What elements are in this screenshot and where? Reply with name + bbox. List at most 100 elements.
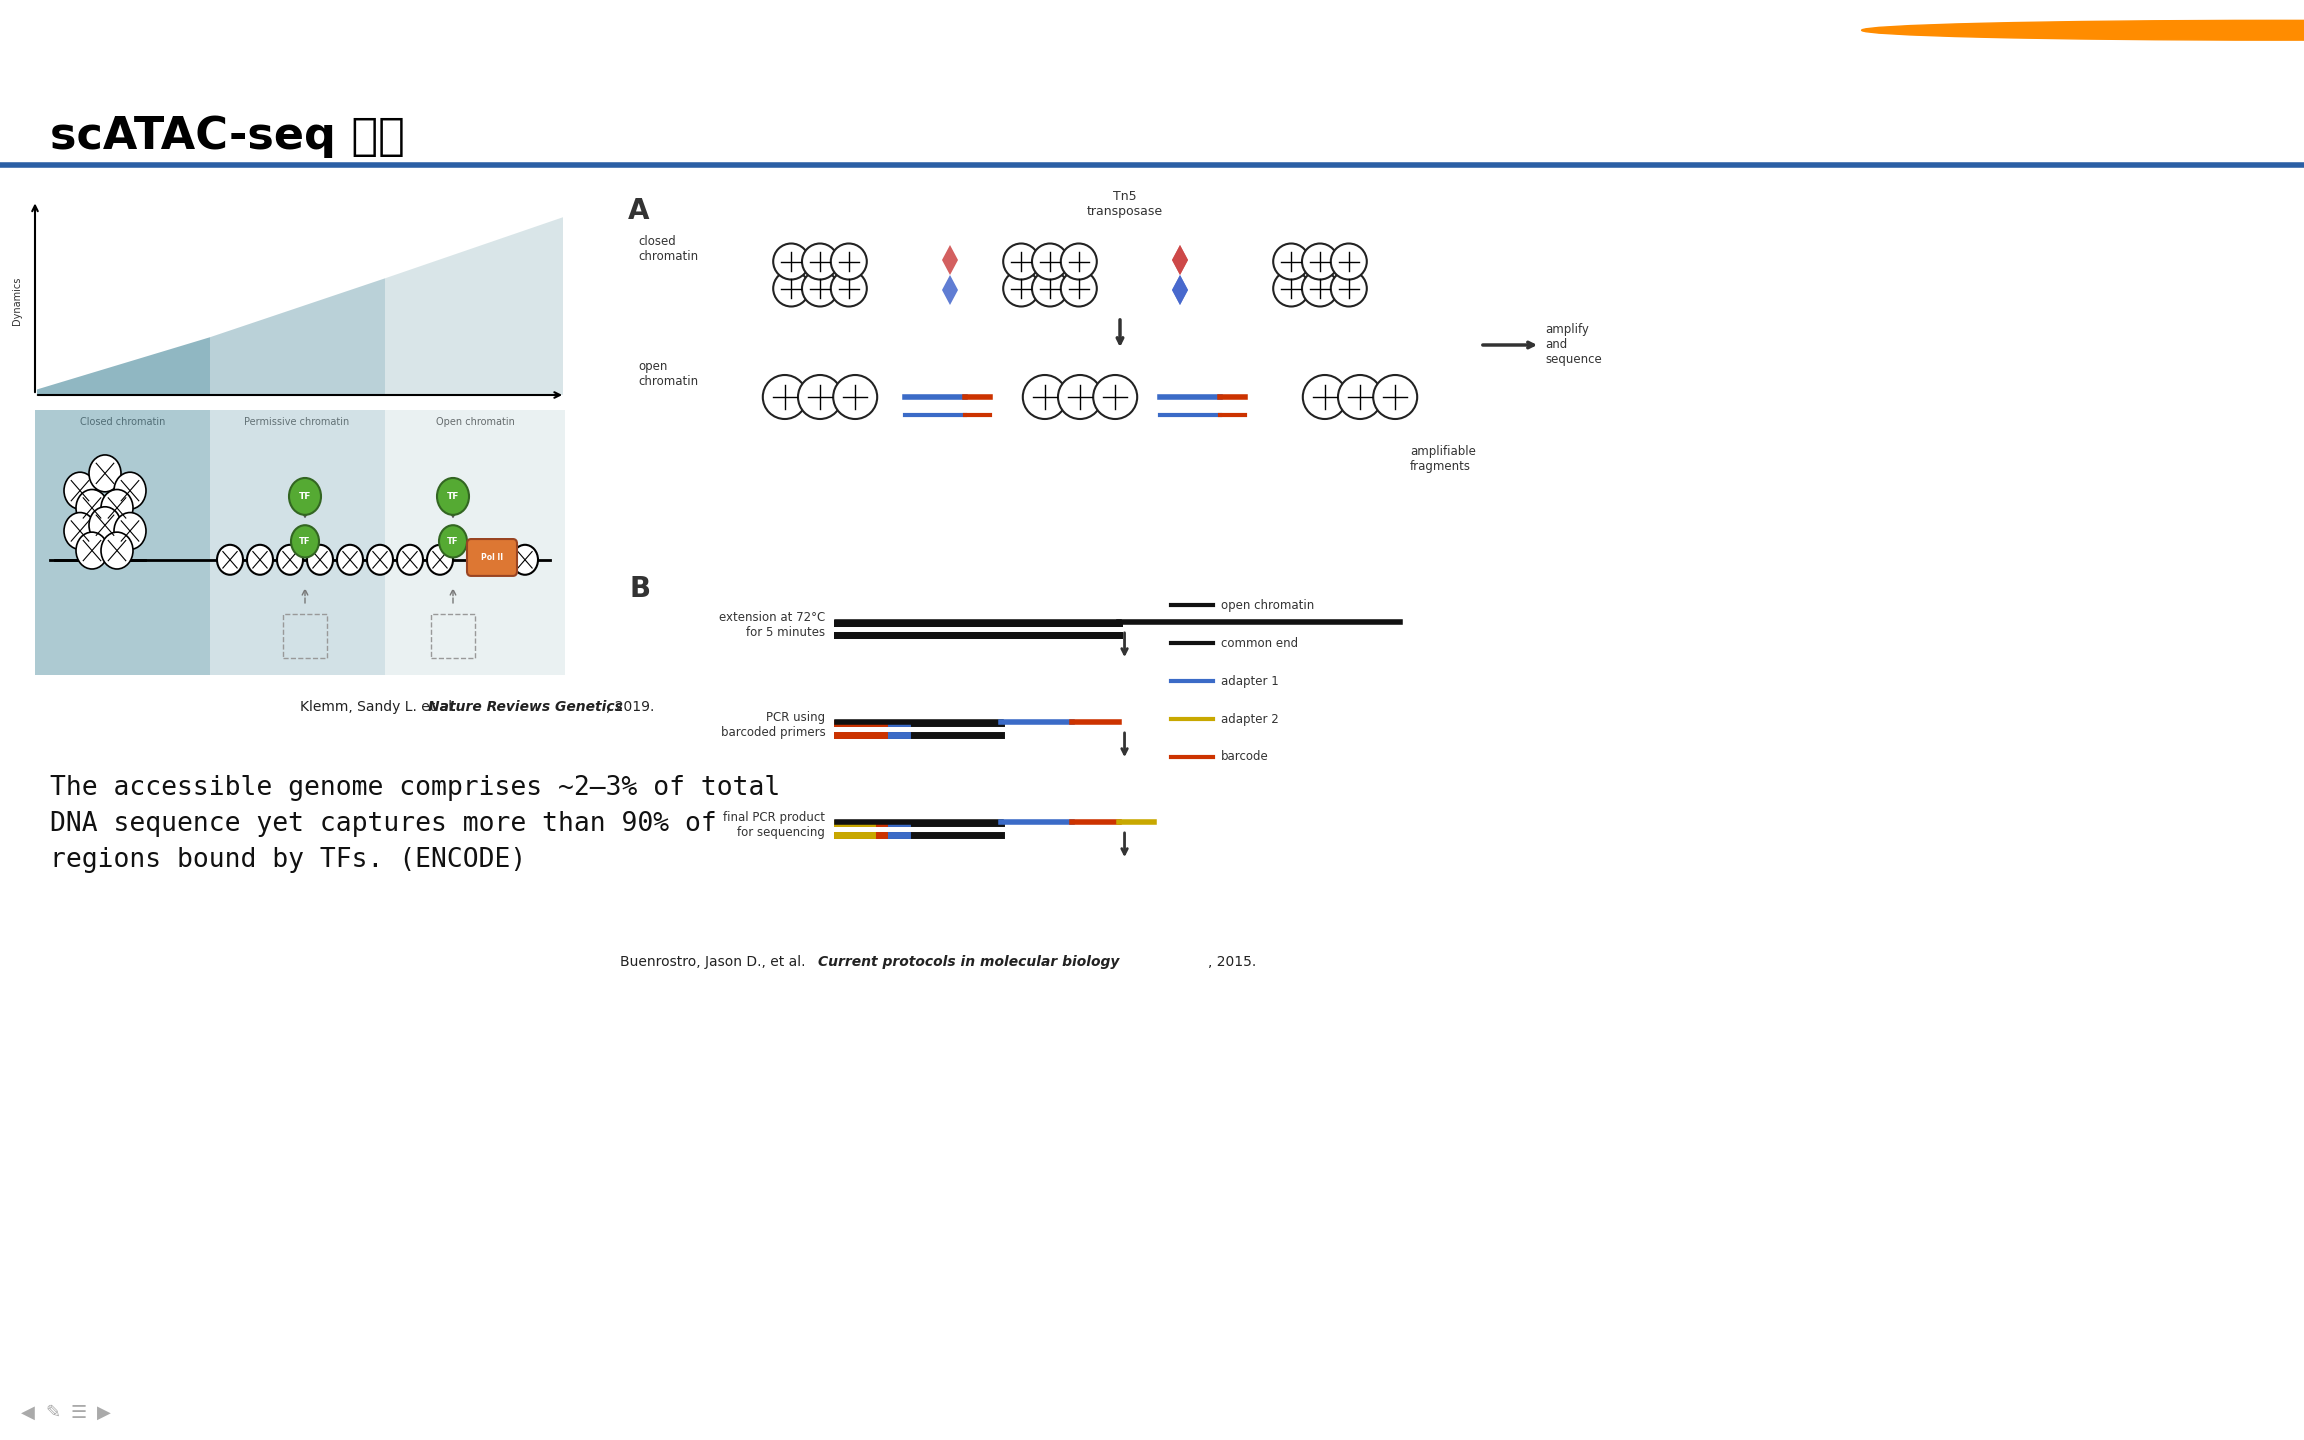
Text: Open chromatin: Open chromatin bbox=[435, 418, 514, 428]
FancyBboxPatch shape bbox=[468, 539, 516, 576]
Text: ▶: ▶ bbox=[97, 1404, 111, 1421]
Text: ◀: ◀ bbox=[21, 1404, 35, 1421]
Circle shape bbox=[1862, 20, 2304, 40]
Text: ☰: ☰ bbox=[71, 1404, 85, 1421]
Circle shape bbox=[306, 544, 334, 575]
Circle shape bbox=[1339, 374, 1382, 419]
Text: Dynamics: Dynamics bbox=[12, 276, 23, 325]
Text: TF: TF bbox=[300, 492, 311, 501]
Circle shape bbox=[797, 374, 841, 419]
Polygon shape bbox=[37, 337, 210, 395]
Circle shape bbox=[477, 544, 502, 575]
Text: PCR using
barcoded primers: PCR using barcoded primers bbox=[721, 711, 825, 739]
Text: barcode: barcode bbox=[1221, 750, 1270, 763]
Text: ✎: ✎ bbox=[46, 1404, 60, 1421]
Circle shape bbox=[774, 243, 809, 279]
Circle shape bbox=[366, 544, 394, 575]
Polygon shape bbox=[385, 217, 562, 395]
Circle shape bbox=[336, 544, 364, 575]
Circle shape bbox=[1092, 374, 1138, 419]
Circle shape bbox=[1058, 374, 1101, 419]
Circle shape bbox=[396, 544, 424, 575]
Polygon shape bbox=[1173, 245, 1189, 275]
Circle shape bbox=[1274, 243, 1309, 279]
Circle shape bbox=[1274, 271, 1309, 307]
Text: TF: TF bbox=[447, 492, 458, 501]
Circle shape bbox=[90, 507, 122, 544]
Circle shape bbox=[763, 374, 806, 419]
Bar bbox=[35, 410, 210, 675]
Polygon shape bbox=[1173, 275, 1189, 305]
Circle shape bbox=[247, 544, 272, 575]
Circle shape bbox=[101, 490, 134, 527]
Circle shape bbox=[90, 455, 122, 492]
Text: Tn5
transposase: Tn5 transposase bbox=[1087, 190, 1164, 217]
Circle shape bbox=[1373, 374, 1417, 419]
Text: Pol II: Pol II bbox=[482, 553, 502, 562]
Circle shape bbox=[774, 271, 809, 307]
Text: , 2015.: , 2015. bbox=[1207, 955, 1256, 969]
Text: extension at 72°C
for 5 minutes: extension at 72°C for 5 minutes bbox=[719, 611, 825, 639]
Circle shape bbox=[217, 544, 242, 575]
Polygon shape bbox=[942, 275, 958, 305]
Text: adapter 2: adapter 2 bbox=[1221, 713, 1279, 726]
Text: TF: TF bbox=[447, 537, 458, 546]
Polygon shape bbox=[1173, 245, 1189, 275]
Circle shape bbox=[511, 544, 539, 575]
Circle shape bbox=[1023, 374, 1067, 419]
Text: Current protocols in molecular biology: Current protocols in molecular biology bbox=[818, 955, 1120, 969]
Text: Klemm, Sandy L. et al.: Klemm, Sandy L. et al. bbox=[300, 700, 461, 714]
Circle shape bbox=[438, 478, 470, 516]
Circle shape bbox=[290, 526, 318, 557]
Circle shape bbox=[802, 243, 839, 279]
Circle shape bbox=[65, 472, 97, 510]
Circle shape bbox=[76, 533, 108, 569]
Circle shape bbox=[101, 533, 134, 569]
Circle shape bbox=[426, 544, 454, 575]
Circle shape bbox=[1302, 243, 1339, 279]
Circle shape bbox=[834, 374, 878, 419]
Text: final PCR product
for sequencing: final PCR product for sequencing bbox=[723, 811, 825, 840]
Circle shape bbox=[276, 544, 304, 575]
Text: A: A bbox=[629, 197, 650, 225]
Text: Permissive chromatin: Permissive chromatin bbox=[244, 418, 350, 428]
Circle shape bbox=[1032, 243, 1069, 279]
Circle shape bbox=[1332, 243, 1366, 279]
Circle shape bbox=[1002, 243, 1039, 279]
Text: closed
chromatin: closed chromatin bbox=[638, 235, 698, 264]
Circle shape bbox=[113, 472, 145, 510]
Circle shape bbox=[1060, 271, 1097, 307]
Circle shape bbox=[113, 513, 145, 550]
Circle shape bbox=[832, 271, 866, 307]
Text: , 2019.: , 2019. bbox=[606, 700, 654, 714]
Circle shape bbox=[1032, 271, 1069, 307]
Text: open
chromatin: open chromatin bbox=[638, 360, 698, 387]
Polygon shape bbox=[210, 278, 385, 395]
Polygon shape bbox=[942, 245, 958, 275]
Text: B: B bbox=[629, 575, 650, 603]
Circle shape bbox=[832, 243, 866, 279]
Text: TF: TF bbox=[300, 537, 311, 546]
Text: common end: common end bbox=[1221, 636, 1297, 649]
Text: Nature Reviews Genetics: Nature Reviews Genetics bbox=[429, 700, 622, 714]
Bar bbox=[210, 410, 385, 675]
Text: The accessible genome comprises ~2–3% of total
DNA sequence yet captures more th: The accessible genome comprises ~2–3% of… bbox=[51, 775, 781, 873]
Text: amplify
and
sequence: amplify and sequence bbox=[1546, 324, 1601, 367]
Circle shape bbox=[1002, 271, 1039, 307]
Circle shape bbox=[1302, 374, 1348, 419]
Text: Closed chromatin: Closed chromatin bbox=[81, 418, 166, 428]
Circle shape bbox=[65, 513, 97, 550]
Circle shape bbox=[802, 271, 839, 307]
Circle shape bbox=[76, 490, 108, 527]
Text: Buenrostro, Jason D., et al.: Buenrostro, Jason D., et al. bbox=[620, 955, 811, 969]
Polygon shape bbox=[1173, 275, 1189, 305]
Bar bbox=[385, 410, 564, 675]
Circle shape bbox=[1302, 271, 1339, 307]
Circle shape bbox=[440, 526, 468, 557]
Circle shape bbox=[1332, 271, 1366, 307]
Text: open chromatin: open chromatin bbox=[1221, 599, 1313, 612]
Text: adapter 1: adapter 1 bbox=[1221, 674, 1279, 687]
Text: amplifiable
fragments: amplifiable fragments bbox=[1410, 445, 1477, 472]
Circle shape bbox=[1060, 243, 1097, 279]
Circle shape bbox=[288, 478, 320, 516]
